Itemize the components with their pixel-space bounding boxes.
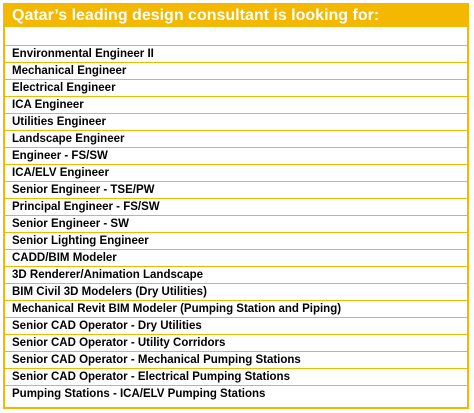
position-row: Pumping Stations - ICA/ELV Pumping Stati… xyxy=(12,388,266,400)
positions-list: Environmental Engineer II Mechanical Eng… xyxy=(5,46,467,403)
position-row: CADD/BIM Modeler xyxy=(5,250,467,267)
position-row: Senior CAD Operator - Dry Utilities xyxy=(5,318,467,335)
position-row: Senior CAD Operator - Utility Corridors xyxy=(5,335,467,352)
blank-row xyxy=(5,27,467,46)
position-row: Senior Engineer - SW xyxy=(5,216,467,233)
position-row: Senior CAD Operator - Mechanical Pumping… xyxy=(5,352,467,369)
position-row: Utilities Engineer xyxy=(5,114,467,131)
position-row: Senior Lighting Engineer xyxy=(5,233,467,250)
position-row: 3D Renderer/Animation Landscape xyxy=(5,267,467,284)
position-row: Principal Engineer - FS/SW xyxy=(5,199,467,216)
position-row: Mechanical Engineer xyxy=(5,63,467,80)
position-row: Engineer - FS/SW xyxy=(5,148,467,165)
position-row: Senior Engineer - TSE/PW xyxy=(5,182,467,199)
position-row: Landscape Engineer xyxy=(5,131,467,148)
position-row: Environmental Engineer II xyxy=(5,46,467,63)
position-row: Electrical Engineer xyxy=(5,80,467,97)
position-row: BIM Civil 3D Modelers (Dry Utilities) xyxy=(5,284,467,301)
position-row: Senior CAD Operator - Electrical Pumping… xyxy=(5,369,467,386)
position-row: Mechanical Revit BIM Modeler (Pumping St… xyxy=(5,301,467,318)
job-listing-table: Qatar’s leading design consultant is loo… xyxy=(3,3,469,409)
position-row: ICA/ELV Engineer xyxy=(5,165,467,182)
position-row: ICA Engineer xyxy=(5,97,467,114)
table-header: Qatar’s leading design consultant is loo… xyxy=(5,5,467,27)
